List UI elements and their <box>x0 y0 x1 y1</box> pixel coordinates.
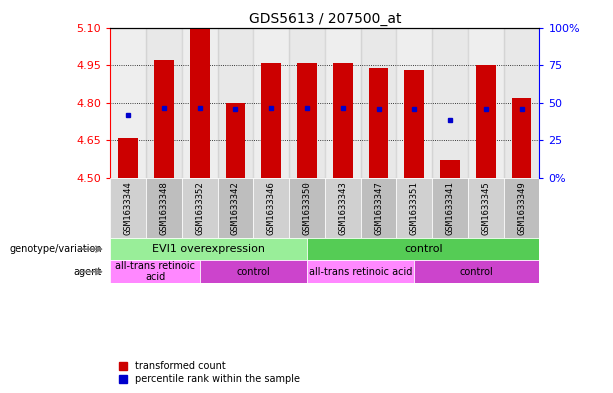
Bar <box>253 28 289 178</box>
Bar <box>325 178 360 238</box>
Bar <box>504 178 539 238</box>
Bar <box>110 238 307 261</box>
Bar <box>405 70 424 178</box>
Bar <box>397 28 432 178</box>
Text: GSM1633343: GSM1633343 <box>338 181 348 235</box>
Text: all-trans retinoic
acid: all-trans retinoic acid <box>115 261 195 283</box>
Bar <box>253 178 289 238</box>
Bar <box>333 62 352 178</box>
Bar <box>360 178 397 238</box>
Bar <box>289 178 325 238</box>
Bar <box>468 178 504 238</box>
Text: EVI1 overexpression: EVI1 overexpression <box>152 244 265 254</box>
Text: GSM1633345: GSM1633345 <box>481 181 490 235</box>
Text: control: control <box>460 267 493 277</box>
Bar <box>360 28 397 178</box>
Bar <box>110 178 146 238</box>
Bar <box>504 28 539 178</box>
Bar <box>307 238 539 261</box>
Text: GSM1633346: GSM1633346 <box>267 181 276 235</box>
Bar <box>432 28 468 178</box>
Bar <box>146 178 182 238</box>
Text: control: control <box>237 267 270 277</box>
Text: GSM1633351: GSM1633351 <box>409 181 419 235</box>
Bar <box>414 261 539 283</box>
Bar <box>512 97 531 178</box>
Bar <box>226 103 245 178</box>
Bar <box>154 60 174 178</box>
Bar <box>307 261 414 283</box>
Text: agent: agent <box>74 267 102 277</box>
Bar <box>476 65 496 178</box>
Text: GSM1633350: GSM1633350 <box>302 181 311 235</box>
Text: GSM1633347: GSM1633347 <box>374 181 383 235</box>
Text: GSM1633341: GSM1633341 <box>446 181 455 235</box>
Text: GSM1633352: GSM1633352 <box>195 181 204 235</box>
Text: control: control <box>404 244 443 254</box>
Bar <box>325 28 360 178</box>
Bar <box>397 178 432 238</box>
Text: GSM1633349: GSM1633349 <box>517 181 526 235</box>
Bar <box>182 28 218 178</box>
Text: all-trans retinoic acid: all-trans retinoic acid <box>309 267 413 277</box>
Bar <box>118 138 138 178</box>
Bar <box>218 178 253 238</box>
Bar <box>182 178 218 238</box>
Bar <box>146 28 182 178</box>
Text: GSM1633342: GSM1633342 <box>231 181 240 235</box>
Title: GDS5613 / 207500_at: GDS5613 / 207500_at <box>249 13 401 26</box>
Legend: transformed count, percentile rank within the sample: transformed count, percentile rank withi… <box>115 358 303 388</box>
Bar <box>261 62 281 178</box>
Bar <box>110 261 200 283</box>
Bar <box>190 28 210 178</box>
Bar <box>289 28 325 178</box>
Bar <box>368 68 389 178</box>
Bar <box>468 28 504 178</box>
Bar <box>110 28 146 178</box>
Text: genotype/variation: genotype/variation <box>9 244 102 254</box>
Bar <box>432 178 468 238</box>
Text: GSM1633344: GSM1633344 <box>124 181 133 235</box>
Bar <box>297 62 317 178</box>
Bar <box>218 28 253 178</box>
Bar <box>200 261 307 283</box>
Bar <box>440 160 460 178</box>
Text: GSM1633348: GSM1633348 <box>159 181 169 235</box>
